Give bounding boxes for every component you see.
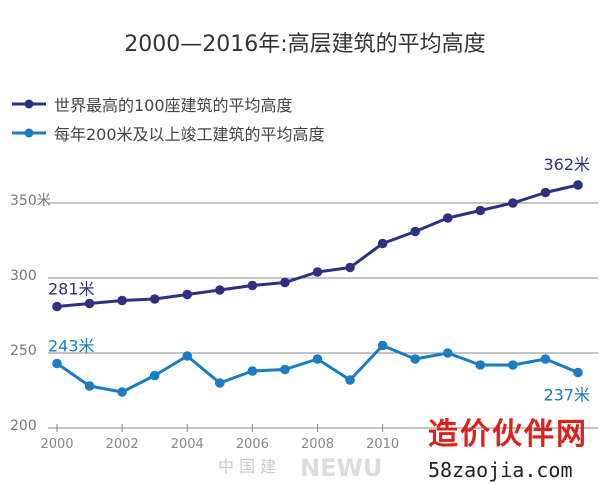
data-point — [117, 295, 127, 306]
data-point — [345, 262, 355, 273]
y-tick-label: 350米 — [10, 193, 51, 209]
data-point — [377, 238, 388, 249]
data-point — [508, 360, 518, 370]
legend-label: 每年200米及以上竣工建筑的平均高度 — [54, 125, 325, 144]
data-point — [215, 378, 225, 388]
watermark-faded-logo: NEWU — [300, 454, 383, 482]
data-point — [247, 280, 258, 291]
data-point — [280, 277, 290, 288]
legend-item-top100: 世界最高的100座建筑的平均高度 — [12, 92, 293, 116]
data-point — [117, 387, 127, 397]
data-point — [182, 351, 193, 361]
x-tick-label: 2010 — [366, 437, 399, 452]
x-tick-label: 2008 — [301, 437, 334, 452]
data-point — [312, 354, 323, 364]
y-tick-label: 300 — [10, 268, 37, 284]
x-tick-label: 2004 — [171, 437, 204, 452]
watermark-url: 58zaojia.com — [428, 458, 573, 482]
series-line-1 — [56, 344, 579, 394]
data-point — [52, 301, 62, 312]
data-point — [475, 205, 486, 216]
data-point — [149, 370, 160, 381]
data-point — [84, 298, 95, 309]
start-value-label: 243米 — [48, 337, 95, 356]
chart-title: 2000—2016年:高层建筑的平均高度 — [124, 32, 486, 57]
data-point — [410, 226, 420, 237]
legend-label: 世界最高的100座建筑的平均高度 — [54, 96, 293, 115]
data-point — [182, 289, 193, 300]
data-point — [280, 364, 290, 375]
legend-marker-icon — [12, 99, 46, 109]
data-point — [573, 180, 583, 190]
x-tick-label: 2002 — [106, 437, 139, 452]
end-value-label: 237米 — [543, 386, 590, 405]
data-point — [442, 348, 453, 358]
data-point — [540, 187, 551, 198]
data-point — [475, 360, 486, 370]
data-point — [540, 354, 551, 364]
data-point — [312, 267, 323, 277]
end-value-label: 362米 — [543, 155, 590, 174]
watermark-faded-cn: 中 国 建 — [218, 457, 277, 476]
data-point — [215, 285, 225, 295]
legend-marker-icon — [12, 128, 46, 138]
data-point — [573, 367, 583, 378]
data-point — [442, 213, 453, 223]
y-tick-label: 200 — [10, 418, 37, 434]
data-point — [345, 375, 355, 385]
data-point — [84, 381, 95, 391]
data-point — [52, 358, 62, 369]
y-tick-label: 250 — [10, 343, 37, 359]
data-point — [149, 294, 160, 304]
data-point — [410, 354, 420, 364]
x-tick-label: 2006 — [236, 437, 269, 452]
watermark-logo-cn: 造价伙伴网 — [428, 417, 588, 452]
data-point — [377, 340, 388, 351]
legend-item-200m: 每年200米及以上竣工建筑的平均高度 — [12, 121, 325, 145]
data-point — [508, 198, 518, 208]
data-point — [247, 366, 258, 376]
x-tick-label: 2000 — [40, 437, 73, 452]
start-value-label: 281米 — [48, 280, 95, 299]
